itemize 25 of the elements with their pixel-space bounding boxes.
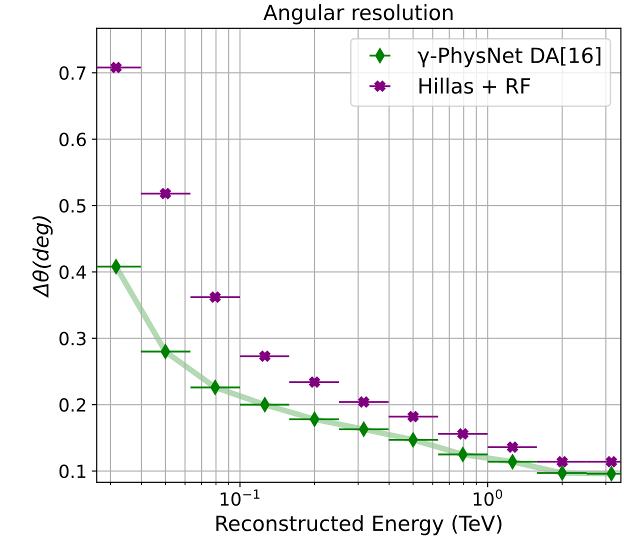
y-tick-label: 0.4	[59, 265, 86, 280]
y-tick-label: 0.2	[59, 398, 86, 412]
point	[606, 456, 617, 468]
y-tick-label: 0.6	[59, 132, 86, 146]
point	[110, 62, 122, 74]
point	[308, 376, 320, 388]
legend-label: γ-PhysNet DA[16]	[418, 47, 600, 68]
point	[556, 456, 568, 468]
y-axis-title: Δθ(deg)	[32, 216, 53, 298]
y-tick-label: 0.7	[59, 66, 86, 80]
point	[259, 350, 270, 362]
y-tick-label: 0.5	[59, 199, 86, 213]
x-tick-label: 10$^{−1}$	[220, 490, 260, 506]
chart-title: Angular resolution	[263, 4, 453, 24]
point	[506, 442, 518, 453]
y-tick-label: 0.3	[59, 332, 86, 346]
point	[457, 428, 468, 440]
point	[358, 396, 370, 408]
point	[408, 411, 419, 422]
y-tick-label: 0.1	[59, 464, 86, 478]
point	[210, 292, 221, 303]
x-tick-label: 10$^{0}$	[474, 489, 502, 506]
legend-label: Hillas + RF	[419, 78, 530, 94]
x-axis-title: Reconstructed Energy (TeV)	[216, 515, 502, 536]
point	[160, 188, 171, 200]
